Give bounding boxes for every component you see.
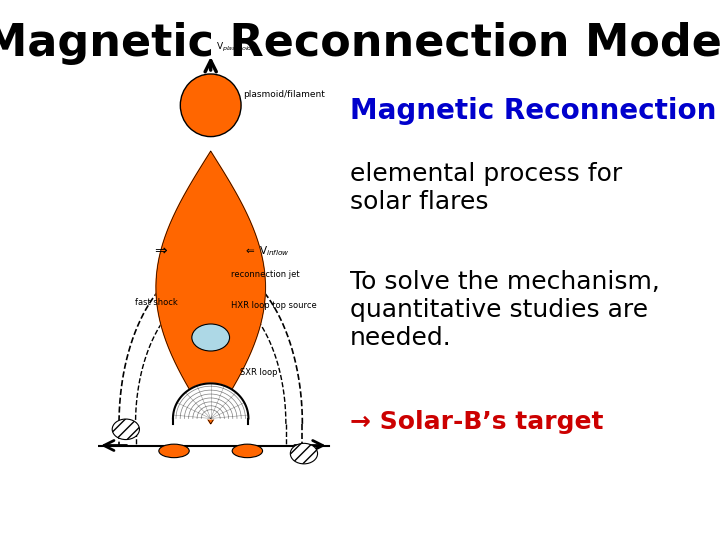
Text: $\Leftarrow$ V$_{inflow}$: $\Leftarrow$ V$_{inflow}$ (243, 244, 290, 258)
Circle shape (180, 74, 241, 137)
Text: reconnection jet: reconnection jet (230, 270, 300, 279)
Ellipse shape (290, 443, 318, 464)
Text: Magnetic Reconnection Model: Magnetic Reconnection Model (0, 22, 720, 65)
Text: Magnetic Reconnection: Magnetic Reconnection (349, 97, 716, 125)
Text: fast shock: fast shock (135, 298, 178, 307)
Text: ⇒: ⇒ (155, 244, 167, 259)
Text: SXR loop: SXR loop (240, 368, 277, 377)
Ellipse shape (192, 324, 230, 351)
Polygon shape (173, 383, 248, 418)
Text: HXR loop top source: HXR loop top source (230, 301, 316, 309)
Ellipse shape (112, 419, 140, 440)
Ellipse shape (232, 444, 263, 457)
Text: elemental process for
solar flares: elemental process for solar flares (349, 162, 622, 214)
Text: To solve the mechanism,
quantitative studies are
needed.: To solve the mechanism, quantitative stu… (349, 270, 660, 349)
Text: → Solar-B’s target: → Solar-B’s target (349, 410, 603, 434)
Ellipse shape (159, 444, 189, 457)
Polygon shape (156, 151, 266, 424)
Text: plasmoid/filament: plasmoid/filament (243, 90, 325, 99)
Text: V$_{plasmoid}$: V$_{plasmoid}$ (216, 41, 253, 54)
